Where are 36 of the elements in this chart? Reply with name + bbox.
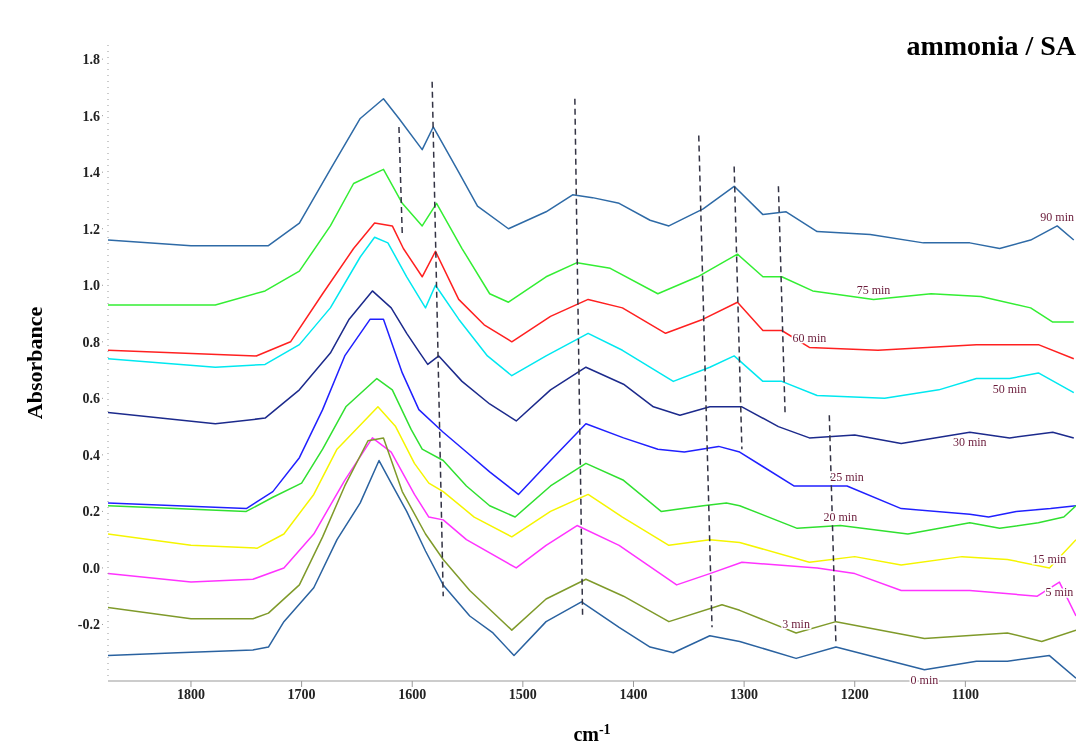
series-label: 3 min [782, 616, 810, 631]
y-tick-label: 0.8 [82, 334, 100, 350]
x-tick-label: 1800 [176, 686, 205, 702]
y-tick-label: 1.2 [82, 221, 100, 237]
x-axis-title: cm$^{-1}$ [573, 721, 611, 745]
line-series [108, 97, 1075, 250]
line-series [108, 236, 1075, 400]
x-tick-label: 1400 [619, 686, 648, 702]
x-tick-label: 1100 [951, 686, 979, 702]
x-tick-label: 1600 [398, 686, 427, 702]
y-axis-title: Absorbance [22, 306, 47, 420]
y-tick-label: 0.6 [82, 391, 100, 407]
y-tick-label: 1.0 [82, 278, 100, 294]
series-label: 20 min [823, 509, 858, 524]
y-tick-label: -0.2 [77, 617, 100, 633]
y-tick-label: 0.4 [82, 447, 100, 463]
series-label: 0 min [910, 672, 939, 687]
series-label: 75 min [856, 283, 891, 298]
y-tick-label: 1.8 [82, 52, 100, 68]
line-series [108, 377, 1076, 535]
x-tick-label: 1500 [508, 686, 537, 702]
line-series [108, 168, 1075, 323]
y-tick-label: 0.0 [82, 560, 100, 576]
y-tick-label: 1.4 [82, 165, 100, 181]
series-label: 90 min [1040, 209, 1075, 224]
x-tick-label: 1300 [730, 686, 759, 702]
series-label: 30 min [952, 435, 987, 450]
x-tick-label: 1700 [287, 686, 316, 702]
chart-title: ammonia / SA [906, 30, 1076, 62]
series-label: 50 min [992, 381, 1027, 396]
line-series [108, 222, 1075, 360]
x-tick-label: 1200 [840, 686, 869, 702]
series-label: 25 min [830, 469, 864, 484]
y-tick-label: 1.6 [82, 108, 100, 124]
line-series [108, 406, 1076, 569]
y-tick-label: 0.2 [82, 504, 100, 520]
